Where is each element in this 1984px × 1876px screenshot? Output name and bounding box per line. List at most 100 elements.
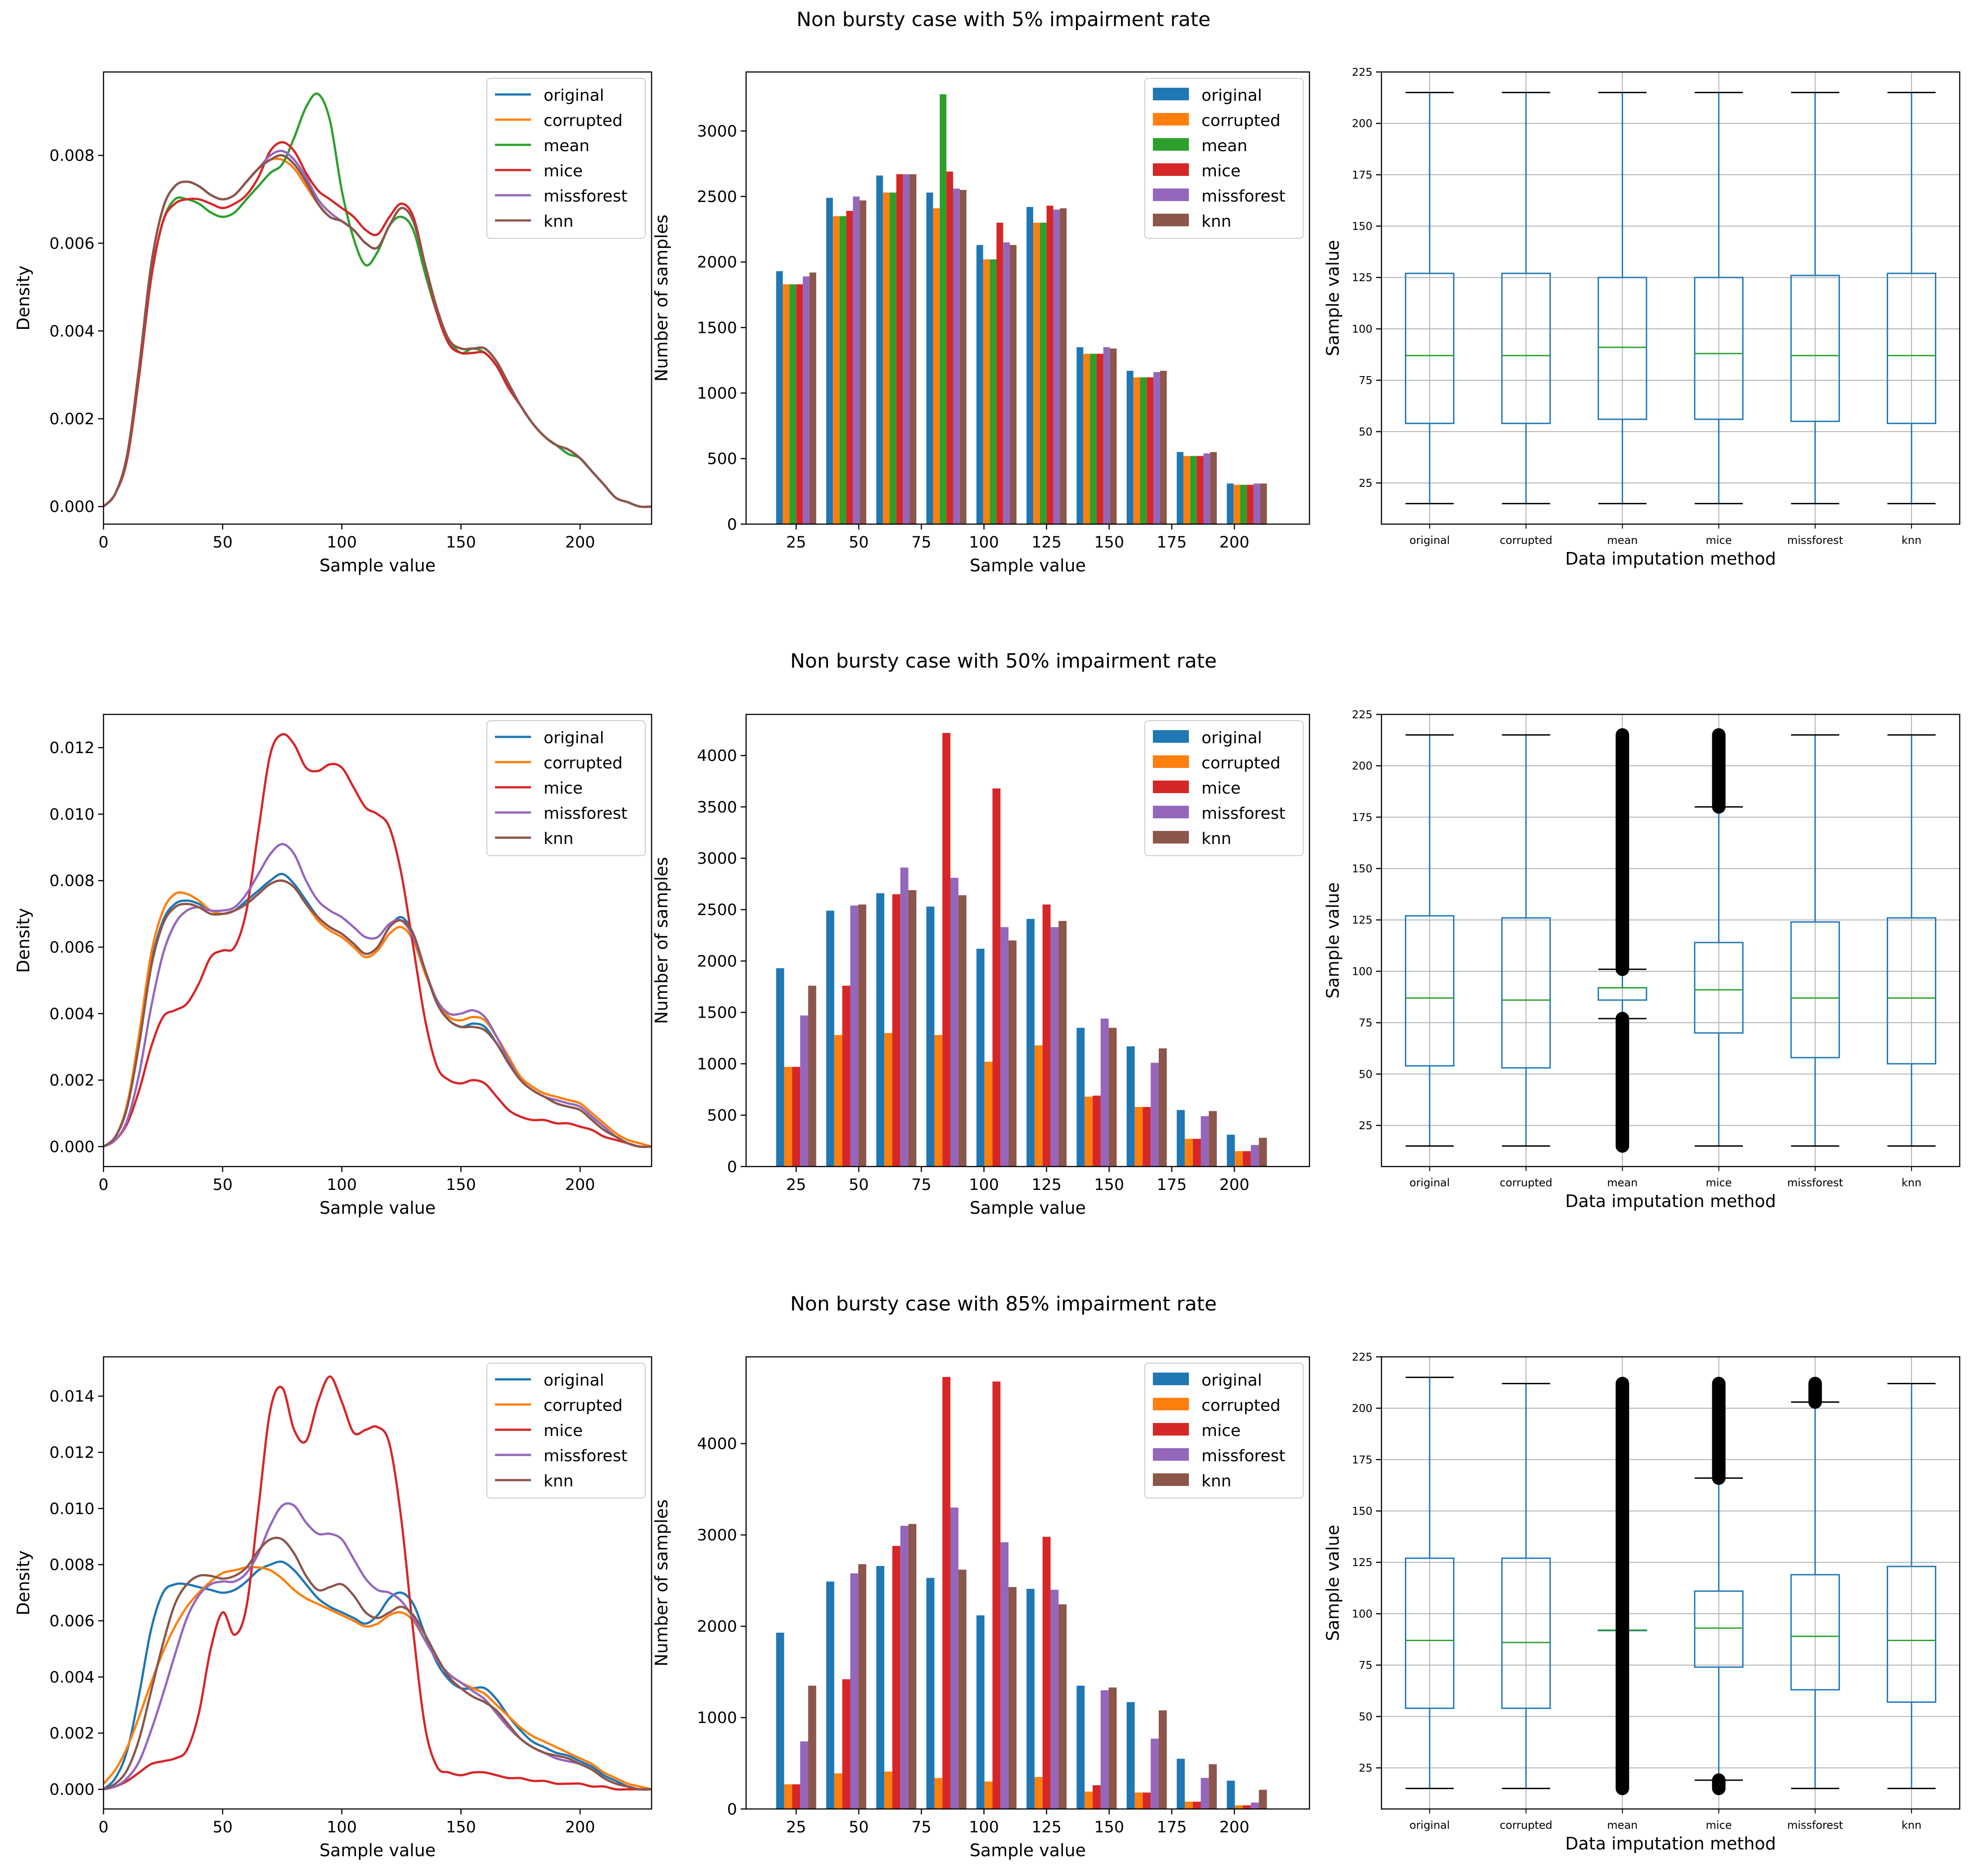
bar-knn [1160, 371, 1167, 524]
density-line-knn [103, 1536, 652, 1791]
bar-corrupted [783, 284, 790, 524]
bar-knn [1008, 940, 1017, 1167]
box-iqr [1790, 274, 1840, 422]
legend-label-knn: knn [1201, 830, 1231, 848]
axes-frame [103, 1356, 652, 1810]
box-corrupted [1501, 92, 1551, 504]
x-tick-label: 100 [327, 534, 357, 552]
y-tick-label: 0.000 [49, 1138, 94, 1156]
bar-corrupted [934, 1035, 943, 1167]
legend-label-mice: mice [1201, 1422, 1241, 1440]
box-mean [1597, 92, 1647, 504]
x-tick-label: 125 [1031, 534, 1062, 552]
row-title: Non bursty case with 50% impairment rate [790, 650, 1217, 673]
box-original [1405, 1377, 1455, 1789]
x-tick-label: corrupted [1500, 534, 1552, 547]
x-tick-label: 50 [849, 1818, 869, 1836]
bar-missforest [1151, 1738, 1159, 1809]
x-tick-label: 200 [565, 1818, 595, 1836]
y-tick-label: 150 [1352, 1505, 1372, 1517]
bar-corrupted [1183, 456, 1190, 524]
bar-mice [946, 171, 953, 524]
y-tick-label: 0.012 [49, 739, 94, 757]
legend-frame [486, 720, 646, 856]
bar-knn [908, 1524, 917, 1809]
y-tick-label: 0.002 [49, 410, 94, 428]
legend-swatch-mean [1153, 138, 1189, 151]
y-tick-label: 0.004 [49, 1005, 94, 1023]
bar-knn [808, 986, 816, 1167]
y-tick-label: 175 [1352, 811, 1372, 824]
bar-knn [1210, 452, 1217, 524]
y-tick-label: 1500 [697, 1004, 737, 1022]
y-tick-label: 500 [707, 1107, 737, 1125]
y-tick-label: 200 [1352, 760, 1372, 772]
legend-swatch-missforest [1153, 188, 1189, 201]
legend-swatch-corrupted [1153, 113, 1189, 126]
bar-mice [1192, 1801, 1201, 1809]
x-tick-label: mice [1706, 1176, 1732, 1189]
bar-mice [846, 211, 853, 524]
bar-corrupted [884, 1771, 892, 1809]
chart-panel-bar: 25 50 75 100 125 150 175 2000500100015002000250… [652, 714, 1310, 1218]
bar-mice [1143, 1107, 1151, 1167]
bar-corrupted [883, 193, 890, 524]
bar-original [1227, 483, 1234, 524]
y-tick-label: 50 [1359, 426, 1372, 438]
axes-frame [103, 714, 652, 1167]
chart-panel-box: original corrupted mean mice missforest knn 25… [1323, 1351, 1961, 1854]
y-tick-label: 3500 [697, 799, 737, 817]
row-title: Non bursty case with 5% impairment rate [796, 8, 1210, 31]
box-iqr [1501, 917, 1551, 1069]
box-iqr [1405, 915, 1455, 1067]
box-iqr [1790, 1574, 1840, 1691]
bar-original [876, 175, 883, 524]
bar-missforest [1153, 372, 1160, 524]
y-axis-label: Number of samples [652, 215, 671, 381]
legend-frame [486, 1363, 646, 1499]
legend-swatch-knn [1153, 1473, 1189, 1486]
bar-original [776, 1633, 784, 1809]
bar-corrupted [1035, 1045, 1043, 1167]
density-line-corrupted [103, 1566, 652, 1791]
bar-corrupted [834, 1035, 842, 1167]
legend-swatch-mice [1153, 781, 1189, 793]
bar-mean [990, 259, 997, 524]
chart-marks [103, 733, 652, 1148]
bar-mice [1097, 354, 1103, 524]
box-iqr [1886, 1566, 1936, 1703]
y-tick-label: 0 [727, 1158, 737, 1176]
box-mean [1597, 1377, 1647, 1795]
legend: original corrupted mice missforest knn [1144, 1363, 1304, 1499]
bar-corrupted [1233, 485, 1241, 524]
bar-mice [942, 1377, 951, 1809]
axes-frame [1381, 1356, 1961, 1810]
legend-label-knn: knn [1201, 1472, 1231, 1490]
bar-original [876, 1566, 885, 1809]
y-tick-label: 75 [1359, 374, 1372, 387]
x-axis-label: Sample value [970, 556, 1086, 575]
y-tick-label: 0.000 [49, 1781, 94, 1799]
y-axis-label: Number of samples [652, 857, 671, 1024]
bar-corrupted [834, 1773, 842, 1809]
y-tick-label: 225 [1352, 708, 1372, 721]
y-tick-label: 225 [1352, 1351, 1372, 1363]
bar-original [1026, 919, 1035, 1167]
bar-mice [1093, 1785, 1101, 1809]
x-tick-label: 100 [969, 1818, 999, 1836]
x-tick-label: missforest [1787, 534, 1843, 547]
legend-frame [486, 78, 646, 239]
bar-missforest [1251, 1145, 1259, 1167]
y-tick-label: 0.008 [49, 872, 94, 890]
bar-knn [1209, 1111, 1217, 1167]
bar-missforest [950, 878, 958, 1167]
bar-mean [940, 94, 947, 524]
y-tick-label: 4000 [697, 747, 737, 765]
y-tick-label: 0.012 [49, 1444, 94, 1462]
bar-corrupted [784, 1784, 792, 1809]
box-knn [1886, 1382, 1936, 1789]
legend-swatch-mice [1153, 1423, 1189, 1436]
bar-original [1126, 371, 1134, 524]
box-iqr [1597, 277, 1647, 420]
axes-frame [745, 714, 1310, 1167]
